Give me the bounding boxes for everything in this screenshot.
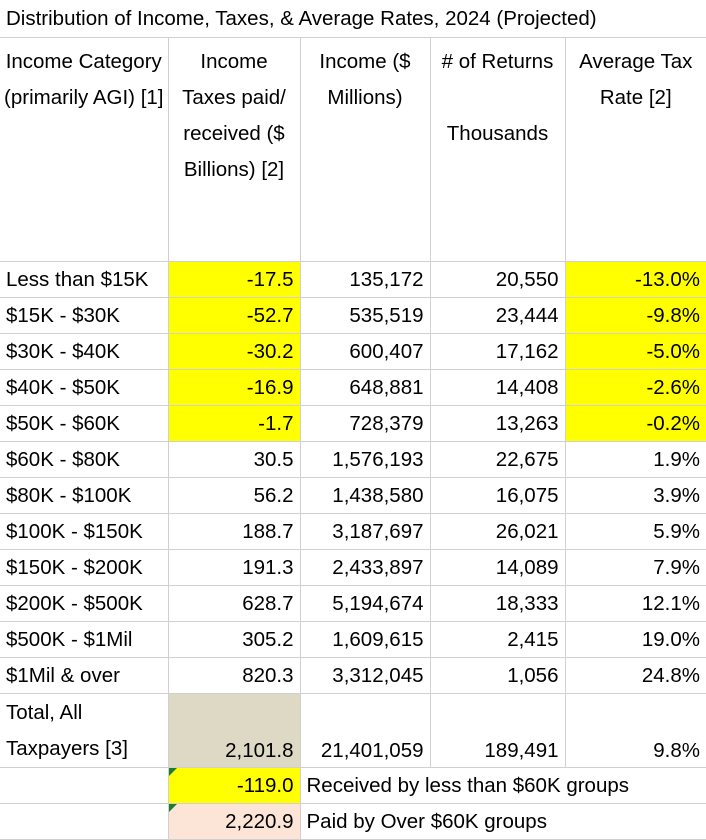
returns-cell[interactable]: 14,089	[430, 549, 566, 586]
taxes-cell[interactable]: 191.3	[168, 549, 301, 586]
table-row: $50K - $60K -1.7 728,379 13,263 -0.2%	[0, 405, 706, 442]
returns-cell[interactable]: 2,415	[430, 621, 566, 658]
total-income-cell[interactable]: 21,401,059	[300, 693, 431, 768]
table-row: $500K - $1Mil 305.2 1,609,615 2,415 19.0%	[0, 621, 706, 658]
summary-value: -119.0	[236, 773, 294, 797]
category-cell[interactable]: $80K - $100K	[0, 477, 169, 514]
category-cell[interactable]: $50K - $60K	[0, 405, 169, 442]
table-row: $60K - $80K 30.5 1,576,193 22,675 1.9%	[0, 441, 706, 478]
category-cell[interactable]: Less than $15K	[0, 261, 169, 298]
header-returns[interactable]: # of Returns Thousands	[430, 38, 566, 262]
rate-cell[interactable]: 7.9%	[565, 549, 706, 586]
table-row: $15K - $30K -52.7 535,519 23,444 -9.8%	[0, 297, 706, 334]
taxes-cell[interactable]: -16.9	[168, 369, 301, 406]
summary-label-cell[interactable]: Paid by Over $60K groups	[300, 803, 706, 840]
rate-cell[interactable]: 24.8%	[565, 657, 706, 694]
rate-cell[interactable]: 1.9%	[565, 441, 706, 478]
rate-cell[interactable]: -9.8%	[565, 297, 706, 334]
empty-cell[interactable]	[0, 803, 169, 840]
table-row: $150K - $200K 191.3 2,433,897 14,089 7.9%	[0, 549, 706, 586]
category-cell[interactable]: $60K - $80K	[0, 441, 169, 478]
sheet-title: Distribution of Income, Taxes, & Average…	[0, 0, 706, 38]
table-row: Less than $15K -17.5 135,172 20,550 -13.0%	[0, 261, 706, 298]
rate-cell[interactable]: -0.2%	[565, 405, 706, 442]
taxes-cell[interactable]: 820.3	[168, 657, 301, 694]
table-row: $30K - $40K -30.2 600,407 17,162 -5.0%	[0, 333, 706, 370]
header-row: Income Category (primarily AGI) [1] Inco…	[0, 38, 706, 262]
returns-cell[interactable]: 17,162	[430, 333, 566, 370]
income-tax-table: Income Category (primarily AGI) [1] Inco…	[0, 38, 706, 840]
table-row: $80K - $100K 56.2 1,438,580 16,075 3.9%	[0, 477, 706, 514]
category-cell[interactable]: $30K - $40K	[0, 333, 169, 370]
returns-cell[interactable]: 13,263	[430, 405, 566, 442]
taxes-cell[interactable]: -17.5	[168, 261, 301, 298]
rate-cell[interactable]: -5.0%	[565, 333, 706, 370]
taxes-cell[interactable]: 305.2	[168, 621, 301, 658]
returns-cell[interactable]: 16,075	[430, 477, 566, 514]
income-cell[interactable]: 600,407	[300, 333, 431, 370]
total-rate-cell[interactable]: 9.8%	[565, 693, 706, 768]
header-income-category[interactable]: Income Category (primarily AGI) [1]	[0, 38, 169, 262]
returns-cell[interactable]: 20,550	[430, 261, 566, 298]
category-cell[interactable]: $150K - $200K	[0, 549, 169, 586]
returns-cell[interactable]: 26,021	[430, 513, 566, 550]
category-cell[interactable]: $500K - $1Mil	[0, 621, 169, 658]
taxes-cell[interactable]: -1.7	[168, 405, 301, 442]
taxes-cell[interactable]: -52.7	[168, 297, 301, 334]
income-cell[interactable]: 728,379	[300, 405, 431, 442]
rate-cell[interactable]: -2.6%	[565, 369, 706, 406]
category-cell[interactable]: $100K - $150K	[0, 513, 169, 550]
header-income-taxes[interactable]: Income Taxes paid/ received ($ Billions)…	[168, 38, 301, 262]
income-cell[interactable]: 3,187,697	[300, 513, 431, 550]
table-row: $1Mil & over 820.3 3,312,045 1,056 24.8%	[0, 657, 706, 694]
table-row: $100K - $150K 188.7 3,187,697 26,021 5.9%	[0, 513, 706, 550]
taxes-cell[interactable]: 56.2	[168, 477, 301, 514]
total-returns-cell[interactable]: 189,491	[430, 693, 566, 768]
returns-cell[interactable]: 14,408	[430, 369, 566, 406]
category-cell[interactable]: $40K - $50K	[0, 369, 169, 406]
income-cell[interactable]: 648,881	[300, 369, 431, 406]
income-cell[interactable]: 1,609,615	[300, 621, 431, 658]
income-cell[interactable]: 1,438,580	[300, 477, 431, 514]
total-label-cell[interactable]: Total, All Taxpayers [3]	[0, 693, 169, 768]
summary-label-cell[interactable]: Received by less than $60K groups	[300, 767, 706, 804]
empty-cell[interactable]	[0, 767, 169, 804]
income-cell[interactable]: 1,576,193	[300, 441, 431, 478]
rate-cell[interactable]: -13.0%	[565, 261, 706, 298]
table-row: $200K - $500K 628.7 5,194,674 18,333 12.1%	[0, 585, 706, 622]
returns-cell[interactable]: 22,675	[430, 441, 566, 478]
taxes-cell[interactable]: 628.7	[168, 585, 301, 622]
category-cell[interactable]: $1Mil & over	[0, 657, 169, 694]
taxes-cell[interactable]: 30.5	[168, 441, 301, 478]
summary-row: -119.0 Received by less than $60K groups	[0, 767, 706, 804]
summary-value-cell[interactable]: -119.0	[168, 767, 301, 804]
taxes-cell[interactable]: -30.2	[168, 333, 301, 370]
comment-indicator-icon[interactable]	[168, 768, 177, 776]
summary-value: 2,220.9	[225, 809, 294, 833]
category-cell[interactable]: $15K - $30K	[0, 297, 169, 334]
comment-indicator-icon[interactable]	[168, 804, 177, 812]
rate-cell[interactable]: 5.9%	[565, 513, 706, 550]
header-income[interactable]: Income ($ Millions)	[300, 38, 431, 262]
income-cell[interactable]: 5,194,674	[300, 585, 431, 622]
income-cell[interactable]: 535,519	[300, 297, 431, 334]
income-cell[interactable]: 2,433,897	[300, 549, 431, 586]
income-cell[interactable]: 3,312,045	[300, 657, 431, 694]
income-cell[interactable]: 135,172	[300, 261, 431, 298]
rate-cell[interactable]: 3.9%	[565, 477, 706, 514]
returns-cell[interactable]: 1,056	[430, 657, 566, 694]
returns-cell[interactable]: 23,444	[430, 297, 566, 334]
total-row: Total, All Taxpayers [3] 2,101.8 21,401,05…	[0, 693, 706, 768]
taxes-cell[interactable]: 188.7	[168, 513, 301, 550]
table-row: $40K - $50K -16.9 648,881 14,408 -2.6%	[0, 369, 706, 406]
summary-row: 2,220.9 Paid by Over $60K groups	[0, 803, 706, 840]
rate-cell[interactable]: 12.1%	[565, 585, 706, 622]
rate-cell[interactable]: 19.0%	[565, 621, 706, 658]
summary-value-cell[interactable]: 2,220.9	[168, 803, 301, 840]
header-average-tax-rate[interactable]: Average Tax Rate [2]	[565, 38, 706, 262]
total-taxes-cell[interactable]: 2,101.8	[168, 693, 301, 768]
returns-cell[interactable]: 18,333	[430, 585, 566, 622]
category-cell[interactable]: $200K - $500K	[0, 585, 169, 622]
